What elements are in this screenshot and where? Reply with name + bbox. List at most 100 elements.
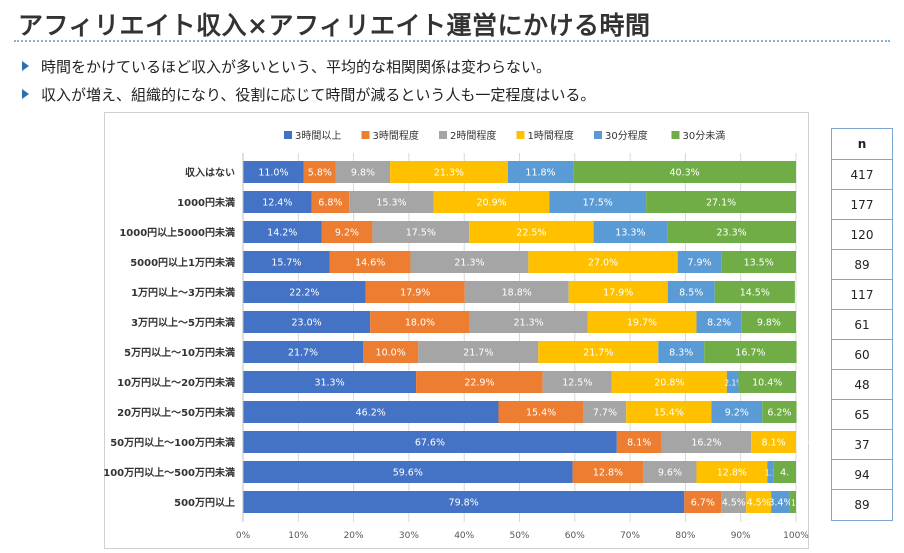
data-label: 4.5% [722, 498, 746, 509]
bar-segment [469, 221, 594, 243]
bar-segment [573, 161, 796, 183]
data-label: 21.3% [434, 168, 464, 179]
bar-segment [767, 461, 774, 483]
x-tick-label: 70% [620, 531, 640, 541]
legend-label: 30分未満 [683, 130, 726, 142]
data-label: 15.3% [376, 198, 406, 209]
bar-segment [726, 371, 739, 393]
category-label: 3万円以上～5万円未満 [131, 316, 235, 329]
data-label: 16.7% [735, 348, 765, 359]
bar-segment [528, 251, 678, 273]
x-tick-label: 50% [509, 531, 529, 541]
data-label: 9.6% [658, 468, 682, 479]
x-tick-label: 80% [675, 531, 695, 541]
x-tick-label: 30% [399, 531, 419, 541]
data-label: 12.8% [593, 468, 623, 479]
bar-segment [616, 431, 662, 453]
legend-label: 30分程度 [605, 129, 648, 142]
data-label: 12.4% [262, 198, 292, 209]
data-label: 17.5% [583, 198, 613, 209]
data-label: 21.7% [463, 348, 493, 359]
data-label: 5.8% [308, 168, 332, 179]
bar-segment [311, 191, 350, 213]
n-table-header: n [832, 129, 892, 160]
bar-segment [721, 491, 747, 513]
data-label: 13.5% [744, 258, 774, 269]
data-label: 17.9% [603, 288, 633, 299]
data-label: 14.5% [740, 288, 770, 299]
category-label: 100万円以上～500万円未満 [104, 466, 235, 479]
page-title: アフィリエイト収入×アフィリエイト運営にかける時間 [18, 11, 651, 40]
bullet-1-text: 時間をかけているほど収入が多いという、平均的な相関関係は変わらない。 [41, 58, 552, 76]
bar-segment [365, 281, 465, 303]
category-label: 20万円以上～50万円未満 [117, 406, 235, 419]
x-tick-label: 20% [344, 531, 364, 541]
bar-segment [738, 371, 796, 393]
n-table-cell: 61 [832, 310, 892, 340]
data-label: 27.0% [588, 258, 618, 269]
bar-segment [243, 431, 617, 453]
bullet-triangle-icon [22, 89, 29, 99]
bar-segment [771, 491, 790, 513]
bar-segment [721, 251, 796, 273]
data-label: 31.3% [314, 378, 344, 389]
bar-segment [751, 431, 796, 453]
n-table-cell: 117 [832, 280, 892, 310]
data-label: 67.6% [415, 438, 445, 449]
legend-swatch [671, 131, 680, 139]
data-label: 21.7% [583, 348, 613, 359]
category-label: 収入はない [185, 167, 235, 179]
n-table-cell: 65 [832, 400, 892, 430]
bar-segment [390, 161, 508, 183]
data-label: 59.6% [393, 468, 423, 479]
bar-segment [243, 491, 685, 513]
data-label: 18.8% [502, 288, 532, 299]
n-table-cell: 94 [832, 460, 892, 490]
bar-segment [507, 161, 574, 183]
n-table-cell: 60 [832, 340, 892, 370]
bar-segment [372, 221, 470, 243]
data-label: 46.2% [356, 408, 386, 419]
bar-segment [587, 311, 697, 333]
data-label: 12.8% [717, 468, 747, 479]
bar-segment [667, 281, 715, 303]
data-label: 8.2% [707, 318, 731, 329]
bar-segment [741, 311, 796, 333]
category-label: 1000円未満 [177, 196, 235, 209]
data-label: 4.5% [747, 498, 771, 509]
x-tick-label: 40% [454, 531, 474, 541]
data-label: 21.3% [454, 258, 484, 269]
chart-svg: 0% 10% 20% 30% 40% 50% 60% 70% 80% 90% 100% 3時間以上 3時… [103, 112, 809, 549]
n-table-cell: 417 [832, 160, 892, 190]
legend-swatch [594, 131, 602, 139]
bar-segment [572, 461, 644, 483]
bar-segment [370, 311, 470, 333]
category-label: 50万円以上～100万円未満 [110, 436, 235, 449]
category-label: 1000円以上5000円未満 [119, 226, 235, 239]
data-label: 22.5% [516, 228, 546, 239]
bar-segment [418, 341, 539, 363]
data-label: 27.1% [706, 198, 736, 209]
stacked-bar-chart: 0% 10% 20% 30% 40% 50% 60% 70% 80% 90% 100% 3時間以上 3時… [103, 112, 809, 549]
data-label: 9.2% [725, 408, 749, 419]
bar-segment [243, 191, 312, 213]
data-label: 21.3% [514, 318, 544, 329]
data-label: 15.4% [526, 408, 556, 419]
bar-segment [643, 461, 697, 483]
data-label: 9.8% [757, 318, 781, 329]
data-label: 8.1% [627, 438, 651, 449]
x-tick-label: 90% [731, 531, 751, 541]
data-label: 6.2% [767, 408, 791, 419]
bar-segment [711, 401, 763, 423]
bar-segment [469, 311, 588, 333]
bar-segment [667, 221, 796, 243]
bar-segment [714, 281, 795, 303]
bar-segment [243, 251, 330, 273]
data-label: 17.9% [400, 288, 430, 299]
x-tick-label: 10% [288, 531, 308, 541]
data-label: 17.5% [406, 228, 436, 239]
bar-segment [243, 281, 366, 303]
bar-segment [661, 431, 752, 453]
data-label: 7.7% [593, 408, 617, 419]
bar-segment [789, 491, 796, 513]
